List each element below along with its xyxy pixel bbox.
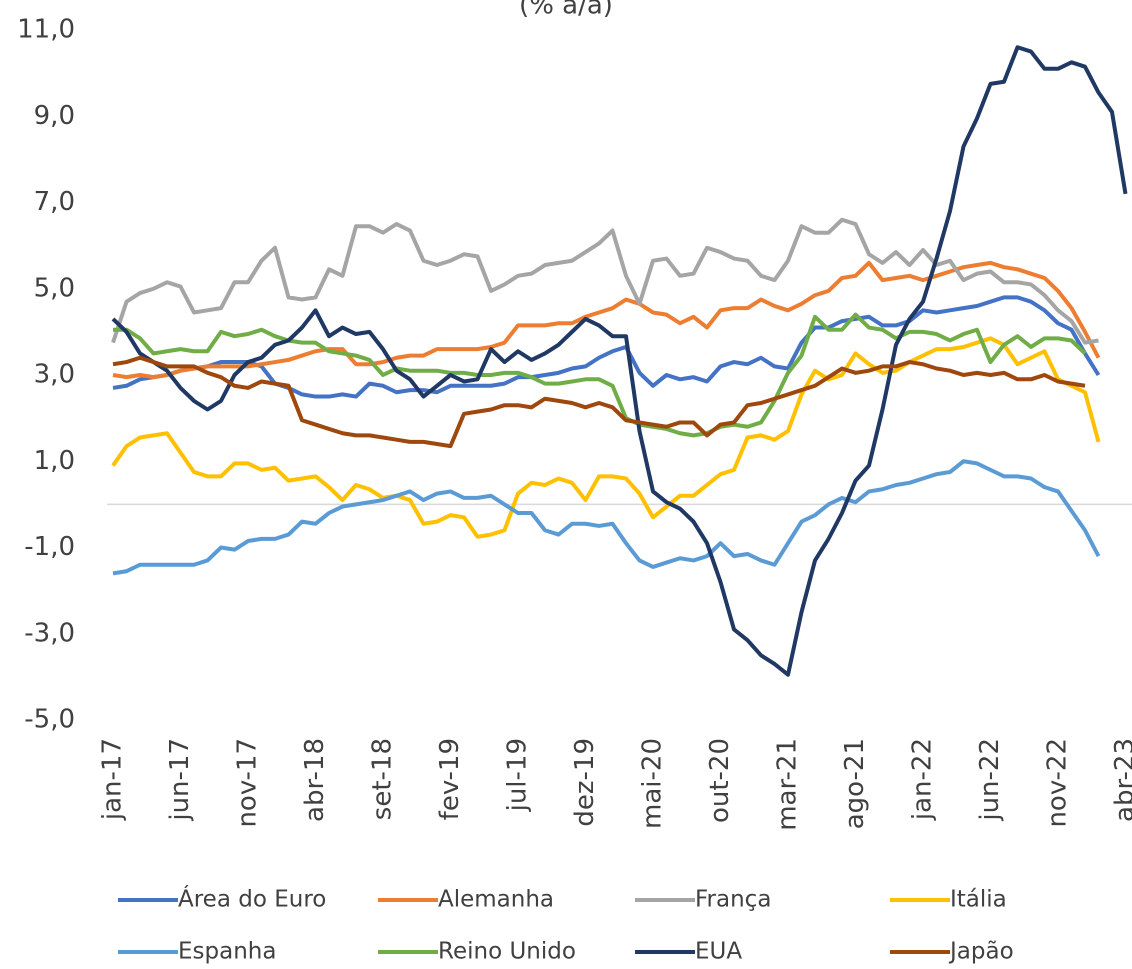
x-tick-label: jun-17 xyxy=(165,738,195,822)
y-tick-label: -5,0 xyxy=(24,705,75,735)
x-tick-label: jul-19 xyxy=(503,738,533,812)
legend-label: Área do Euro xyxy=(178,885,326,913)
series-line xyxy=(112,355,1086,449)
x-tick-label: jun-22 xyxy=(975,738,1005,822)
x-tick-label: out-20 xyxy=(705,738,735,823)
y-tick-label: 9,0 xyxy=(34,101,75,131)
x-tick-label: jan-22 xyxy=(908,738,938,821)
legend-label: Espanha xyxy=(178,939,276,965)
x-tick-label: fev-19 xyxy=(435,738,465,820)
legend-label: Japão xyxy=(948,939,1014,965)
y-tick-label: 7,0 xyxy=(34,187,75,217)
x-tick-label: nov-22 xyxy=(1043,738,1073,828)
series-line xyxy=(113,312,1087,438)
y-tick-label: 3,0 xyxy=(34,360,75,390)
x-tick-label: mar-21 xyxy=(773,738,803,831)
legend-label: França xyxy=(695,887,771,913)
chart-title: (% a/a) xyxy=(519,0,613,21)
x-tick-label: abr-23 xyxy=(1110,738,1132,822)
y-tick-label: -3,0 xyxy=(24,618,75,648)
x-tick-label: jan-17 xyxy=(98,738,128,821)
y-tick-label: 11,0 xyxy=(17,15,75,45)
x-tick-label: abr-18 xyxy=(300,738,330,822)
y-tick-label: -1,0 xyxy=(24,532,75,562)
series-line xyxy=(111,217,1099,345)
x-tick-label: mai-20 xyxy=(638,738,668,829)
series-line xyxy=(112,459,1101,576)
x-tick-label: ago-21 xyxy=(840,738,870,829)
series-line xyxy=(112,260,1101,380)
x-tick-label: set-18 xyxy=(368,738,398,820)
x-tick-label: dez-19 xyxy=(570,738,600,827)
legend-label: EUA xyxy=(695,939,742,965)
y-tick-label: 1,0 xyxy=(34,446,75,476)
series-line xyxy=(111,45,1128,677)
legend-label: Alemanha xyxy=(438,887,554,913)
legend-label: Itália xyxy=(950,887,1007,913)
legend-label: Reino Unido xyxy=(438,939,576,965)
y-tick-label: 5,0 xyxy=(34,273,75,303)
series-line xyxy=(111,336,1101,539)
x-tick-label: nov-17 xyxy=(233,738,263,828)
